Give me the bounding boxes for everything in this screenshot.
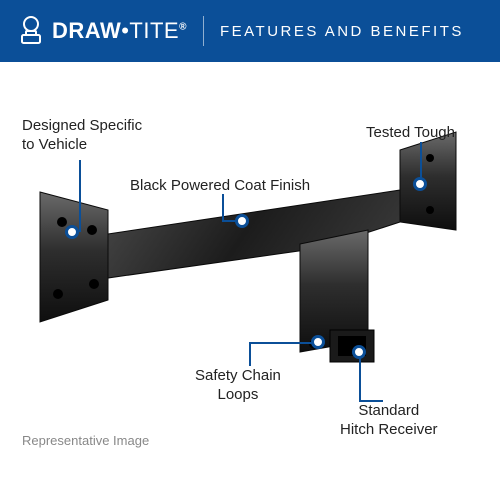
leader-line: [249, 342, 319, 344]
callout-designed: Designed Specificto Vehicle: [22, 117, 142, 155]
callout-marker: [235, 214, 249, 228]
callout-tested: Tested Tough: [366, 124, 455, 143]
header-divider: [203, 16, 204, 46]
callout-marker: [65, 225, 79, 239]
callout-finish: Black Powered Coat Finish: [130, 177, 310, 196]
diagram-area: Designed Specificto Vehicle Black Powere…: [0, 62, 500, 460]
footer-note: Representative Image: [22, 433, 149, 448]
callout-safety: Safety ChainLoops: [195, 367, 281, 405]
header: DRAW•TITE® FEATURES AND BENEFITS: [0, 0, 500, 62]
header-title: FEATURES AND BENEFITS: [220, 23, 464, 40]
callout-marker: [352, 345, 366, 359]
leader-line: [359, 352, 361, 400]
leader-line: [249, 342, 251, 366]
leader-line: [79, 160, 81, 232]
brand-text: DRAW•TITE®: [52, 18, 187, 44]
brand-logo: DRAW•TITE®: [18, 16, 187, 46]
hitch-ball-icon: [18, 16, 44, 46]
callout-marker: [311, 335, 325, 349]
callout-receiver: StandardHitch Receiver: [340, 402, 438, 440]
callout-marker: [413, 177, 427, 191]
leader-line: [222, 194, 224, 222]
